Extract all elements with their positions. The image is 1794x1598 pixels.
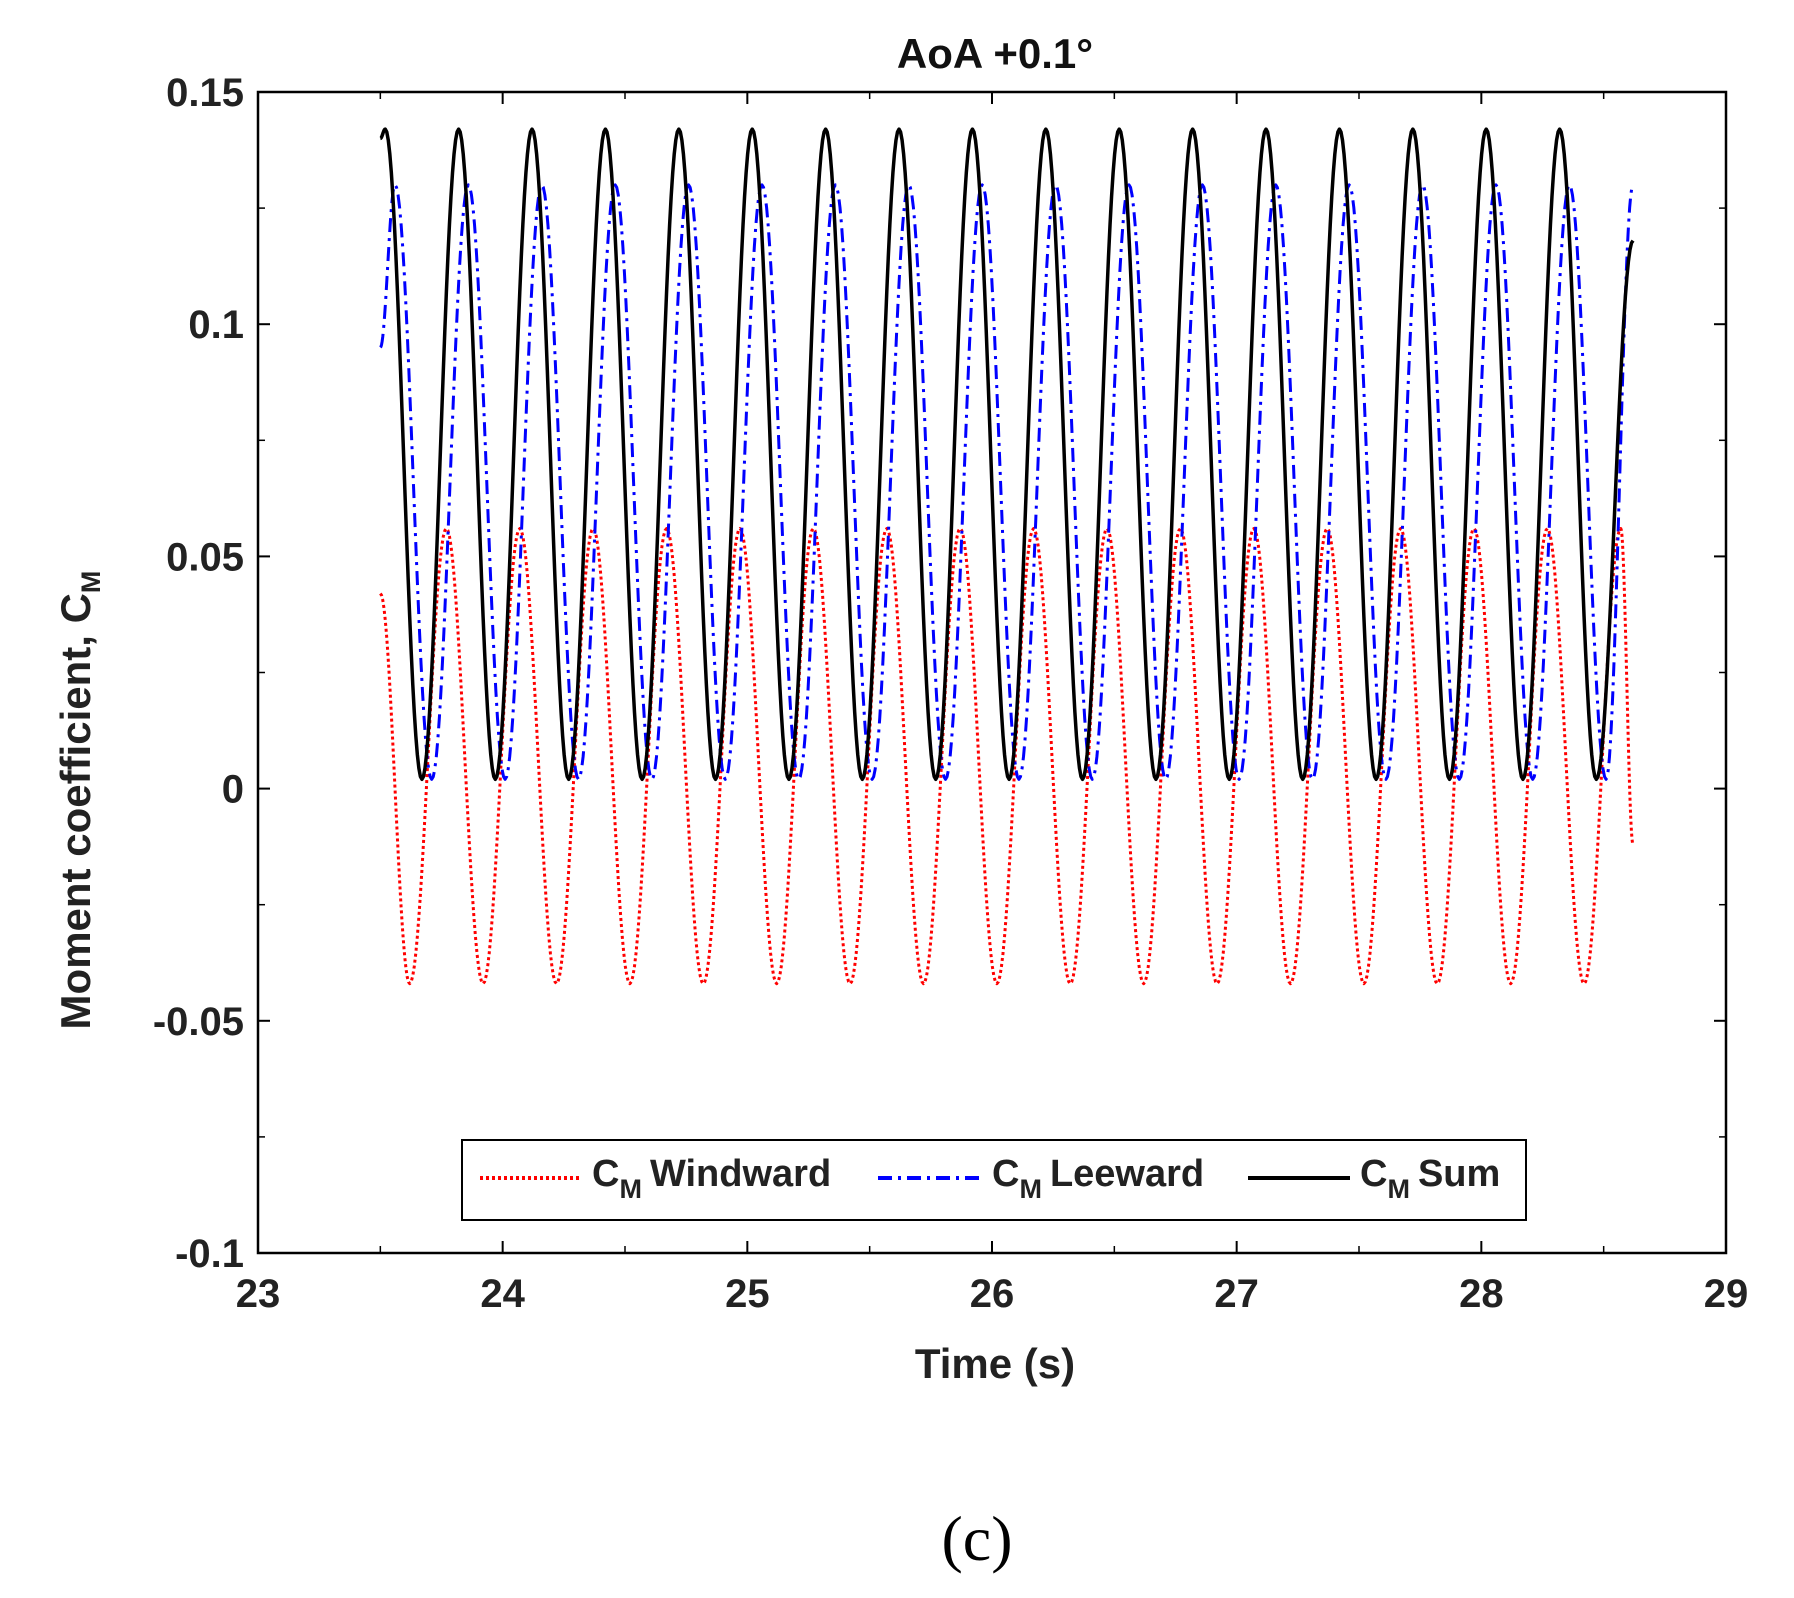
y-axis-label-sub: M: [76, 571, 106, 594]
panel-label: (c): [941, 1503, 1012, 1574]
x-tick-label: 28: [1459, 1272, 1504, 1316]
y-axis-label: Moment coefficient, CM: [52, 571, 106, 1030]
legend: CM Windward CM Leeward CM Sum: [461, 1139, 1527, 1221]
x-tick-label: 25: [725, 1272, 770, 1316]
x-tick-label: 26: [970, 1272, 1015, 1316]
legend-windward-rest: Windward: [650, 1153, 831, 1195]
legend-label-leeward: CM Leeward: [992, 1153, 1204, 1204]
legend-sum-main: C: [1360, 1153, 1387, 1195]
x-axis: 23 24 25 26 27 28 29: [236, 92, 1749, 1316]
y-axis: -0.1 -0.05 0 0.05 0.1 0.15: [153, 71, 1726, 1276]
series-line-leeward: [379, 183, 1635, 781]
legend-sum-sub: M: [1387, 1174, 1410, 1204]
legend-sum-rest: Sum: [1418, 1153, 1500, 1195]
series-layer: [378, 127, 1635, 986]
legend-leeward-main: C: [992, 1153, 1019, 1195]
x-axis-label: Time (s): [915, 1340, 1075, 1387]
x-tick-label: 27: [1214, 1272, 1259, 1316]
plot-area: -0.1 -0.05 0 0.05 0.1 0.15 23 24 25 26 27 28 29: [153, 71, 1748, 1316]
legend-leeward-sub: M: [1019, 1174, 1042, 1204]
y-tick-label: 0.05: [166, 535, 244, 579]
x-tick-label: 24: [480, 1272, 525, 1316]
y-axis-label-main: Moment coefficient, C: [52, 593, 99, 1029]
y-tick-label: -0.05: [153, 1000, 244, 1044]
legend-windward-sub: M: [619, 1174, 642, 1204]
y-tick-label: -0.1: [175, 1232, 244, 1276]
legend-leeward-rest: Leeward: [1050, 1153, 1204, 1195]
chart-title: AoA +0.1°: [897, 30, 1093, 77]
series-line-sum: [378, 127, 1635, 782]
legend-windward-main: C: [592, 1153, 619, 1195]
y-tick-label: 0.1: [188, 303, 244, 347]
y-tick-label: 0: [222, 768, 244, 812]
legend-label-sum: CM Sum: [1360, 1153, 1500, 1204]
legend-label-windward: CM Windward: [592, 1153, 831, 1204]
x-tick-label: 29: [1704, 1272, 1749, 1316]
x-tick-label: 23: [236, 1272, 281, 1316]
y-tick-label: 0.15: [166, 71, 244, 115]
axes-box: [256, 90, 1728, 1255]
